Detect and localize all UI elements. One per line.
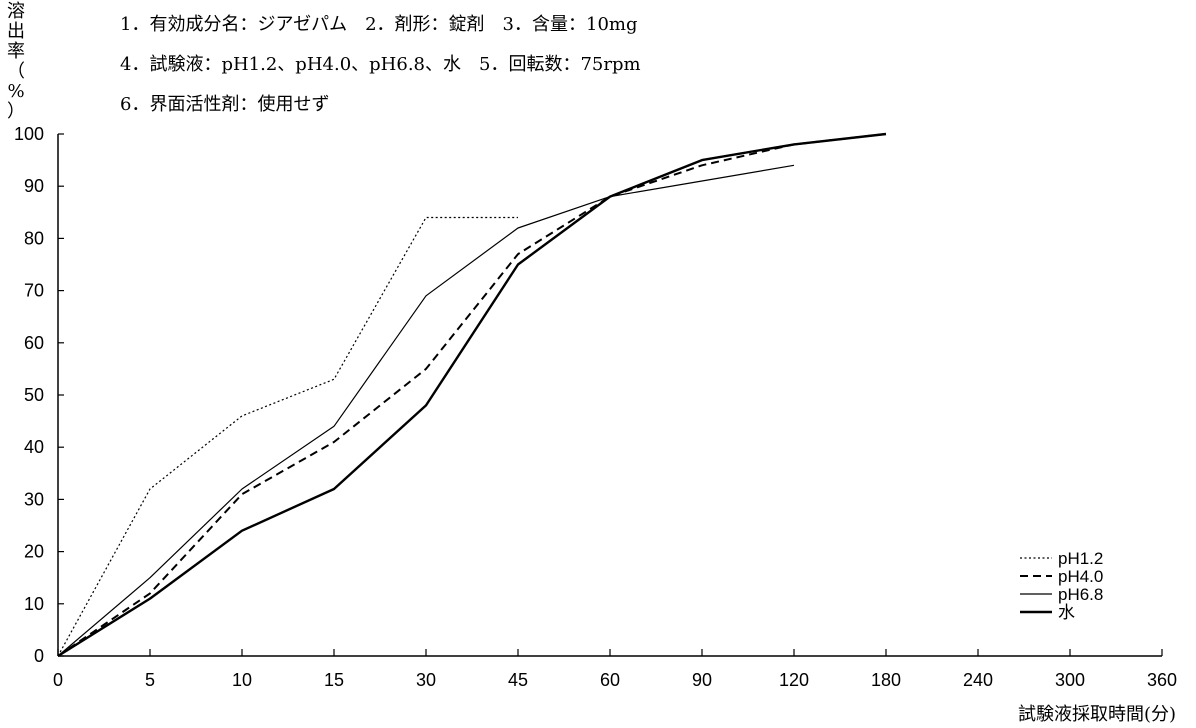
x-tick-label: 15 [324, 670, 344, 690]
x-tick-label: 90 [692, 670, 712, 690]
y-tick-label: 60 [24, 333, 44, 353]
y-tick-label: 10 [24, 594, 44, 614]
y-tick-label: 20 [24, 542, 44, 562]
legend-label: pH1.2 [1058, 549, 1103, 568]
x-tick-label: 10 [232, 670, 252, 690]
y-tick-label: 80 [24, 228, 44, 248]
x-tick-label: 180 [871, 670, 901, 690]
x-tick-label: 45 [508, 670, 528, 690]
legend-label: pH4.0 [1058, 567, 1103, 586]
y-axis-label-char: 率 [7, 41, 25, 62]
x-tick-label: 120 [779, 670, 809, 690]
legend-label: 水 [1058, 603, 1075, 622]
x-tick-label: 300 [1055, 670, 1085, 690]
y-axis-label: 溶 出 率 （ % ） [4, 2, 28, 122]
y-axis-label-char: ） [7, 101, 25, 122]
condition-line-3: 6．界面活性剤：使用せず [120, 94, 330, 115]
x-tick-label: 5 [145, 670, 155, 690]
series-line-pH6.8 [57, 164, 795, 657]
y-tick-label: 90 [24, 176, 44, 196]
y-axis-label-char: % [7, 81, 25, 102]
y-tick-label: 100 [14, 124, 44, 144]
y-tick-label: 40 [24, 437, 44, 457]
y-tick-label: 50 [24, 385, 44, 405]
x-tick-label: 360 [1147, 670, 1177, 690]
y-axis-label-char: 溶 [7, 1, 25, 22]
y-tick-label: 0 [34, 646, 44, 666]
legend-label: pH6.8 [1058, 585, 1103, 604]
x-tick-label: 0 [53, 670, 63, 690]
condition-line-1: 1．有効成分名：ジアゼパム 2．剤形：錠剤 3．含量：10mg [120, 14, 638, 35]
y-tick-label: 70 [24, 281, 44, 301]
x-tick-label: 30 [416, 670, 436, 690]
x-tick-label: 240 [963, 670, 993, 690]
series-line-pH4.0 [57, 133, 887, 657]
x-axis-label: 試験液採取時間(分) [1017, 704, 1176, 725]
y-axis-label-char: 出 [7, 21, 25, 42]
condition-line-2: 4．試験液：pH1.2、pH4.0、pH6.8、水 5．回転数：75rpm [120, 54, 641, 75]
series-line-水 [57, 132, 887, 658]
x-tick-label: 60 [600, 670, 620, 690]
y-axis-label-char: （ [7, 61, 25, 82]
y-tick-label: 30 [24, 489, 44, 509]
series-line-pH1.2 [57, 216, 518, 657]
